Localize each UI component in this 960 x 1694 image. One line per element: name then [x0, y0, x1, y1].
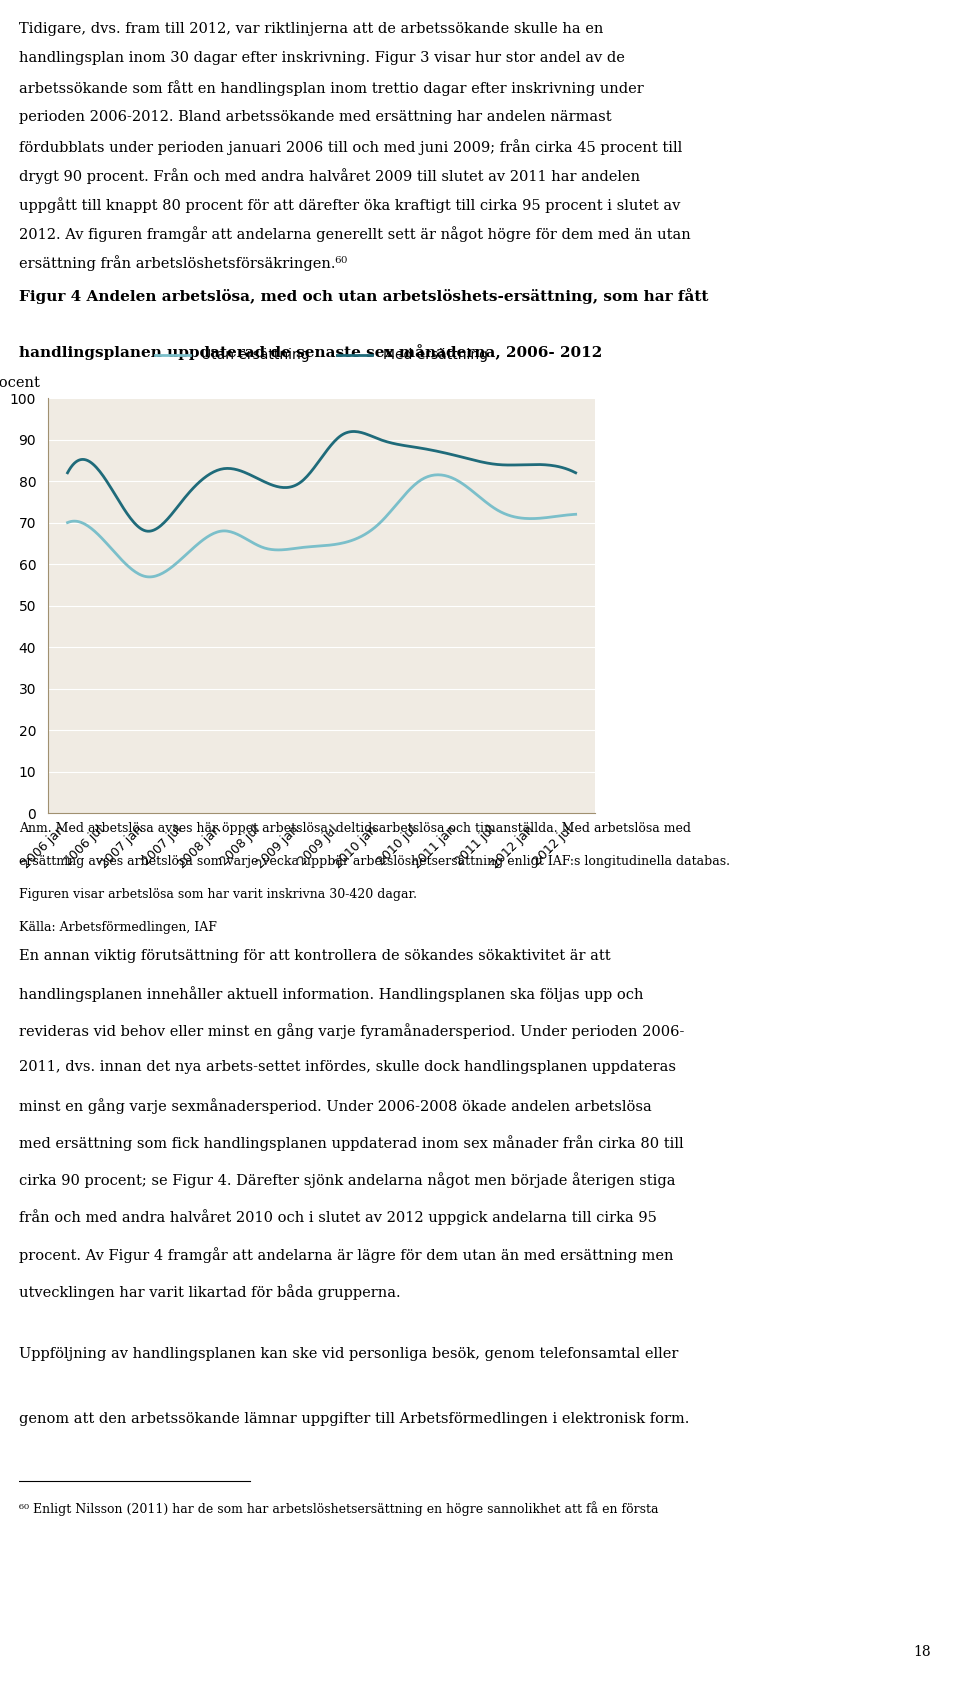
Utan ersättning	[493, 501, 505, 522]
Text: Tidigare, dvs. fram till 2012, var riktlinjerna att de arbetssökande skulle ha e: Tidigare, dvs. fram till 2012, var riktl…	[19, 22, 604, 36]
Utan ersättning	[63, 512, 75, 532]
Text: procent. Av Figur 4 framgår att andelarna är lägre för dem utan än med ersättnin: procent. Av Figur 4 framgår att andelarn…	[19, 1247, 674, 1262]
Text: Figur 4 Andelen arbetslösa, med och utan arbetslöshets­ersättning, som har fått: Figur 4 Andelen arbetslösa, med och utan…	[19, 288, 708, 303]
Text: handlingsplan inom 30 dagar efter inskrivning. Figur 3 visar hur stor andel av d: handlingsplan inom 30 dagar efter inskri…	[19, 51, 625, 66]
Text: ersättning från arbetslöshetsförsäkringen.⁶⁰: ersättning från arbetslöshetsförsäkringe…	[19, 256, 348, 271]
Text: från och med andra halvåret 2010 och i slutet av 2012 uppgick andelarna till cir: från och med andra halvåret 2010 och i s…	[19, 1210, 657, 1225]
Utan ersättning	[526, 508, 538, 529]
Med ersättning	[368, 427, 379, 447]
Text: revideras vid behov eller minst en gång varje fyramånadersperiod. Under perioden: revideras vid behov eller minst en gång …	[19, 1023, 684, 1038]
Utan ersättning	[570, 505, 582, 525]
Med ersättning	[493, 454, 505, 474]
Utan ersättning	[366, 520, 377, 540]
Text: arbetssökande som fått en handlingsplan inom trettio dagar efter inskrivning und: arbetssökande som fått en handlingsplan …	[19, 81, 644, 97]
Text: drygt 90 procent. Från och med andra halvåret 2009 till slutet av 2011 har andel: drygt 90 procent. Från och med andra hal…	[19, 168, 640, 185]
Text: 2012. Av figuren framgår att andelarna generellt sett är något högre för dem med: 2012. Av figuren framgår att andelarna g…	[19, 227, 691, 242]
Text: perioden 2006-2012. Bland arbetssökande med ersättning har andelen närmast: perioden 2006-2012. Bland arbetssökande …	[19, 110, 612, 124]
Text: ⁶⁰ Enligt Nilsson (2011) har de som har arbetslöshetsersättning en högre sannoli: ⁶⁰ Enligt Nilsson (2011) har de som har …	[19, 1501, 659, 1516]
Utan ersättning	[432, 464, 444, 484]
Utan ersättning	[364, 522, 375, 542]
Text: 2011, dvs. innan det nya arbets­settet infördes, skulle dock handlingsplanen upp: 2011, dvs. innan det nya arbets­settet i…	[19, 1060, 676, 1074]
Utan ersättning	[143, 567, 155, 588]
Med ersättning	[63, 459, 75, 479]
Line: Med ersättning: Med ersättning	[67, 432, 576, 532]
Med ersättning	[366, 425, 377, 446]
Med ersättning	[376, 430, 388, 451]
Med ersättning	[348, 422, 359, 442]
Text: Figuren visar arbetslösa som har varit inskrivna 30-420 dagar.: Figuren visar arbetslösa som har varit i…	[19, 888, 418, 901]
Utan ersättning	[374, 512, 386, 532]
Med ersättning	[526, 454, 538, 474]
Med ersättning	[570, 462, 582, 483]
Text: ersättning avses arbetslösa som varje vecka uppbär arbetslöshetsersättning enlig: ersättning avses arbetslösa som varje ve…	[19, 855, 731, 867]
Text: 18: 18	[914, 1645, 931, 1658]
Text: cirka 90 procent; se Figur 4. Därefter sjönk andelarna något men började återige: cirka 90 procent; se Figur 4. Därefter s…	[19, 1172, 676, 1187]
Text: handlingsplanen uppdaterad de senaste sex månaderna, 2006- 2012: handlingsplanen uppdaterad de senaste se…	[19, 344, 603, 359]
Text: Procent: Procent	[0, 376, 40, 390]
Text: Uppföljning av handlingsplanen kan ske vid personliga besök, genom telefonsamtal: Uppföljning av handlingsplanen kan ske v…	[19, 1347, 679, 1360]
Legend: Utan ersättning, Med ersättning: Utan ersättning, Med ersättning	[150, 342, 493, 368]
Text: En annan viktig förutsättning för att kontrollera de sökandes sökaktivitet är at: En annan viktig förutsättning för att ko…	[19, 949, 611, 962]
Text: uppgått till knappt 80 procent för att därefter öka kraftigt till cirka 95 proce: uppgått till knappt 80 procent för att d…	[19, 197, 681, 213]
Line: Utan ersättning: Utan ersättning	[67, 474, 576, 578]
Text: minst en gång varje sexmånadersperiod. Under 2006-2008 ökade andelen arbetslösa: minst en gång varje sexmånadersperiod. U…	[19, 1098, 652, 1113]
Text: med ersättning som fick handlingsplanen uppdaterad inom sex månader från cirka 8: med ersättning som fick handlingsplanen …	[19, 1135, 684, 1150]
Text: utvecklingen har varit likartad för båda grupperna.: utvecklingen har varit likartad för båda…	[19, 1284, 401, 1299]
Text: fördubblats under perioden januari 2006 till och med juni 2009; från cirka 45 pr: fördubblats under perioden januari 2006 …	[19, 139, 683, 154]
Text: Källa: Arbetsförmedlingen, IAF: Källa: Arbetsförmedlingen, IAF	[19, 922, 217, 933]
Med ersättning	[61, 462, 73, 483]
Text: handlingsplanen innehåller aktuell information. Handlingsplanen ska följas upp o: handlingsplanen innehåller aktuell infor…	[19, 986, 644, 1001]
Med ersättning	[143, 522, 155, 542]
Utan ersättning	[61, 512, 73, 532]
Text: Anm. Med arbetslösa avses här öppet arbetslösa, deltidsarbetslösa och timanställ: Anm. Med arbetslösa avses här öppet arbe…	[19, 822, 691, 835]
Text: genom att den arbetssökande lämnar uppgifter till Arbetsförmedlingen i elektroni: genom att den arbetssökande lämnar uppgi…	[19, 1413, 689, 1426]
